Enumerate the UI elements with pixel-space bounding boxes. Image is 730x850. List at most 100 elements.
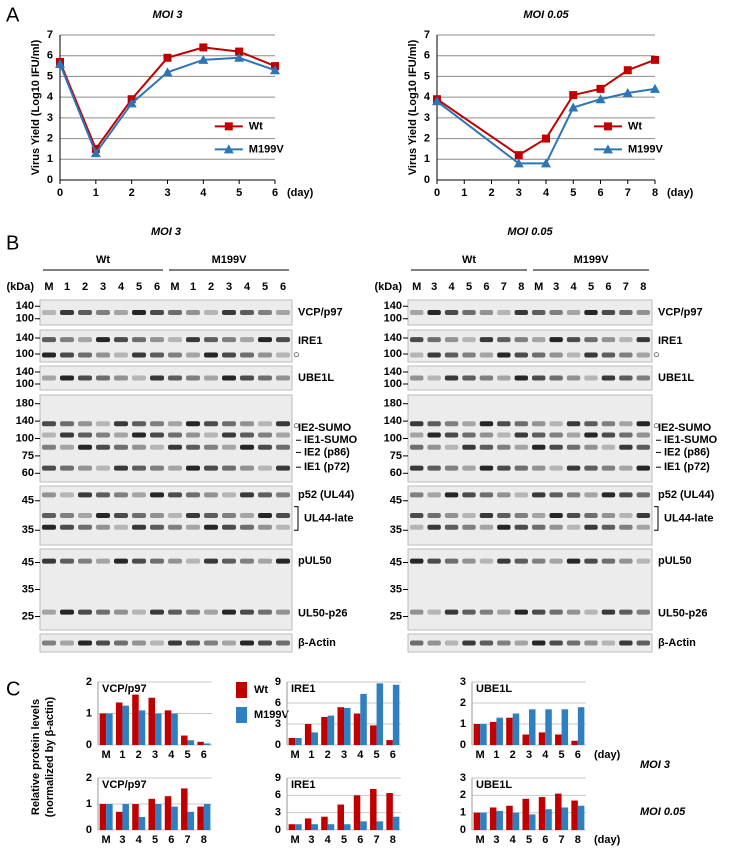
kda-marker: 140 <box>16 366 34 378</box>
protein-label: IE2 (p86) <box>304 446 350 458</box>
point <box>650 83 660 93</box>
blot-strip <box>39 548 293 631</box>
protein-label: pUL50 <box>298 555 332 567</box>
lane-label: 4 <box>118 281 125 293</box>
x-tick-label: M <box>476 749 485 761</box>
protein-label: IE2-SUMO <box>658 422 712 434</box>
blot-band <box>619 432 633 438</box>
x-axis-label: (day) <box>287 187 314 199</box>
blot-strip <box>39 394 293 483</box>
blot-band <box>150 492 164 498</box>
blot-band <box>601 337 616 343</box>
blot-band <box>240 640 254 646</box>
bar <box>288 738 296 745</box>
blot-band <box>619 444 633 450</box>
bar <box>164 796 172 830</box>
blot-band <box>222 558 236 564</box>
y-tick-label: 0 <box>47 174 53 186</box>
lane-label: 5 <box>466 281 472 293</box>
blot-band <box>427 310 441 315</box>
blot-band <box>636 375 650 381</box>
blot-band <box>636 432 650 438</box>
bar <box>370 725 377 745</box>
blot-band <box>78 310 92 315</box>
blot-band <box>566 444 581 450</box>
y-tick-label: 2 <box>460 697 466 709</box>
bar <box>304 818 312 830</box>
blot-band <box>222 492 236 498</box>
y-tick-label: 0 <box>86 739 92 751</box>
x-tick-label: 5 <box>341 834 347 846</box>
point <box>163 53 172 62</box>
blot-band <box>549 465 563 471</box>
point <box>198 54 209 64</box>
blot-band <box>222 444 236 450</box>
blot-band <box>549 524 563 530</box>
protein-label: IE1 (p72) <box>664 461 710 473</box>
point <box>514 151 523 160</box>
blot-band <box>462 444 476 450</box>
blot-band <box>78 513 92 518</box>
blot-band <box>462 465 476 471</box>
blot-band <box>462 421 476 427</box>
blot-band <box>96 513 110 518</box>
blot-band <box>132 558 146 564</box>
x-tick-label: 7 <box>374 834 380 846</box>
blot-band <box>549 640 563 646</box>
blot-band <box>276 465 290 471</box>
kda-marker: 140 <box>384 415 402 427</box>
blot-band <box>462 432 476 438</box>
blot-band <box>601 421 616 427</box>
blot-band <box>204 310 218 315</box>
blot-band <box>427 444 441 450</box>
x-tick-label: 7 <box>625 187 631 199</box>
blot-band <box>549 421 563 427</box>
bar <box>197 806 204 830</box>
blot-band <box>276 375 290 381</box>
kda-marker: 100 <box>384 348 402 360</box>
x-tick-label: 5 <box>559 749 565 761</box>
blot-band <box>168 640 182 646</box>
blot-band <box>532 513 546 518</box>
blot-band <box>204 375 218 381</box>
y-tick-label: 1 <box>424 153 430 165</box>
bar <box>506 717 513 745</box>
blot-band <box>150 421 164 427</box>
blot-band <box>150 432 164 438</box>
bar <box>561 709 569 745</box>
y-tick-label: 7 <box>424 29 430 41</box>
x-tick-label: 5 <box>526 834 532 846</box>
blot-band <box>78 465 92 471</box>
blot-band <box>96 465 110 471</box>
point <box>234 52 245 62</box>
blot-band <box>601 432 616 438</box>
x-tick-label: 4 <box>136 834 143 846</box>
blot-band <box>240 558 254 564</box>
blot-band <box>42 558 56 564</box>
blot-band <box>462 524 476 530</box>
blot-band <box>549 375 563 381</box>
blot-band <box>584 432 598 438</box>
blot-band <box>222 421 236 427</box>
blot-band <box>96 558 110 564</box>
blot-band <box>619 337 633 343</box>
bar <box>148 798 155 830</box>
lane-label: 5 <box>588 281 594 293</box>
blot-band <box>258 609 272 615</box>
x-tick-label: 6 <box>168 834 174 846</box>
bar <box>106 804 113 830</box>
point <box>270 65 280 75</box>
y-tick-label: 0 <box>86 824 92 836</box>
bar <box>295 738 302 745</box>
blot-band <box>427 558 441 564</box>
blot-band <box>96 337 110 343</box>
blot-band <box>410 352 424 358</box>
blot-strip <box>39 365 293 391</box>
blot-band <box>186 492 200 498</box>
bar <box>473 812 481 830</box>
blot-band <box>566 524 581 530</box>
blot-band <box>150 640 164 646</box>
blot-band <box>276 524 290 530</box>
lane-label: 7 <box>501 281 507 293</box>
blot-band <box>532 609 546 615</box>
